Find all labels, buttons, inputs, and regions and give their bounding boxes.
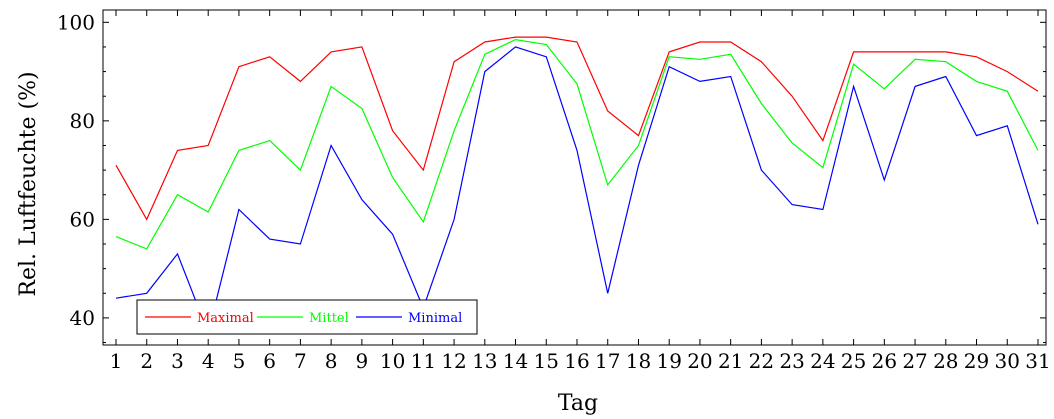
- x-tick-label: 27: [902, 349, 927, 373]
- legend-box: [136, 299, 478, 335]
- legend-label-maximal: Maximal: [197, 311, 254, 326]
- x-tick-label: 22: [749, 349, 774, 373]
- x-tick-label: 5: [233, 349, 246, 373]
- x-tick-label: 19: [656, 349, 681, 373]
- y-axis-label-group: Rel. Luftfeuchte (%): [16, 71, 41, 296]
- x-tick-label: 1: [110, 349, 123, 373]
- x-tick-label: 12: [441, 349, 466, 373]
- legend-label-minimal: Minimal: [408, 311, 462, 326]
- y-tick-label: 40: [70, 306, 95, 330]
- series-line-mittel: [115, 38, 1039, 250]
- x-tick-label: 20: [687, 349, 712, 373]
- x-tick-label: 14: [503, 349, 528, 373]
- x-tick-label: 11: [411, 349, 436, 373]
- x-tick-label: 2: [140, 349, 153, 373]
- y-tick-label: 100: [57, 10, 95, 34]
- x-tick-label: 28: [933, 349, 958, 373]
- series-line-minimal: [115, 46, 1039, 335]
- y-tick-label: 60: [70, 207, 95, 231]
- x-tick-label: 7: [294, 349, 307, 373]
- y-axis-label: Rel. Luftfeuchte (%): [16, 71, 41, 296]
- legend-label-mittel: Mittel: [309, 311, 349, 326]
- x-tick-label: 30: [995, 349, 1020, 373]
- x-tick-label: 13: [472, 349, 497, 373]
- x-tick-label: 16: [564, 349, 589, 373]
- axis-frame: [102, 9, 1047, 346]
- x-tick-label: 26: [872, 349, 897, 373]
- x-tick-label: 23: [779, 349, 804, 373]
- x-tick-label: 8: [325, 349, 338, 373]
- x-tick-label: 18: [626, 349, 651, 373]
- x-tick-label: 3: [171, 349, 184, 373]
- x-axis-label: Tag: [558, 391, 598, 416]
- x-tick-label: 15: [534, 349, 559, 373]
- x-tick-label: 24: [810, 349, 835, 373]
- x-tick-label: 21: [718, 349, 743, 373]
- x-tick-label: 25: [841, 349, 866, 373]
- x-tick-label: 6: [263, 349, 276, 373]
- x-tick-label: 9: [355, 349, 368, 373]
- x-tick-label: 17: [595, 349, 620, 373]
- x-tick-label: 29: [964, 349, 989, 373]
- x-tick-label: 10: [380, 349, 405, 373]
- x-tick-label: 31: [1025, 349, 1050, 373]
- series-line-maximal: [115, 36, 1039, 221]
- y-tick-label: 80: [70, 109, 95, 133]
- x-tick-label: 4: [202, 349, 215, 373]
